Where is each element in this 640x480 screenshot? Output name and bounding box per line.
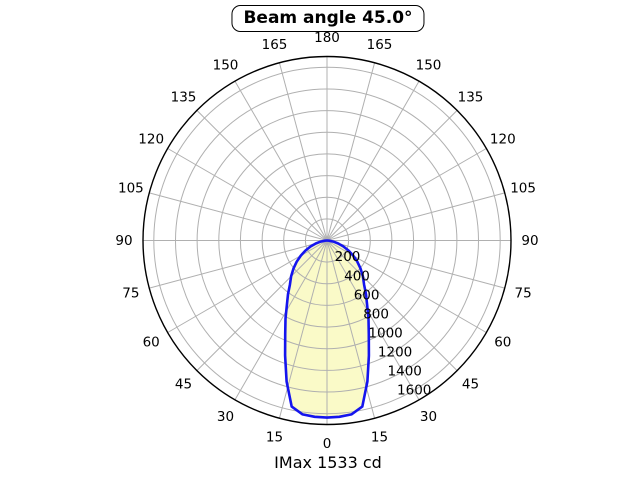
angle-tick-label: 15 (371, 429, 388, 445)
radial-tick-label: 1400 (388, 364, 422, 380)
grid-spoke (149, 240, 328, 289)
angle-tick-label: 105 (510, 181, 536, 197)
grid-spoke (326, 62, 376, 241)
chart-title-text: Beam angle 45.0° (243, 8, 413, 28)
grid-spoke (196, 110, 328, 241)
grid-spoke (326, 110, 458, 241)
angle-tick-label: 180 (314, 30, 340, 46)
grid-spoke (326, 80, 420, 241)
angle-tick-label: 165 (262, 37, 288, 53)
angle-tick-label: 75 (122, 286, 139, 302)
grid-ring (175, 88, 479, 393)
radial-tick-label: 400 (344, 268, 370, 284)
grid-spoke (326, 192, 505, 241)
grid-spoke (326, 148, 487, 241)
angle-tick-label: 30 (217, 409, 234, 425)
grid-spoke (278, 62, 328, 241)
radial-tick-labels: 200 400 600 800 1000 1200 1400 1600 (335, 249, 432, 398)
angle-tick-label: 60 (494, 335, 511, 351)
grid-ring (196, 110, 458, 371)
chart-title: Beam angle 45.0° (231, 5, 425, 32)
grid-spoke (149, 192, 328, 241)
radial-tick-label: 1600 (397, 383, 431, 399)
angle-tick-label: 165 (367, 37, 393, 53)
grid-ring (153, 66, 501, 415)
grid-spoke (326, 240, 505, 289)
angle-tick-label: 150 (213, 57, 239, 73)
grid-ring (239, 153, 415, 328)
angle-tick-label: 105 (118, 181, 144, 197)
grid-ring (283, 196, 371, 285)
angle-tick-label: 45 (462, 377, 479, 393)
grid-spoke (196, 240, 328, 371)
angle-tick-label: 135 (458, 90, 484, 106)
grid-spoke (234, 80, 328, 241)
radial-tick-label: 600 (354, 287, 380, 303)
angle-tick-label: 90 (115, 233, 132, 249)
angle-tick-labels: 0 15 15 30 30 45 45 60 60 75 75 90 90 105 105 120 120 135… (115, 30, 538, 452)
radial-tick-label: 800 (363, 306, 389, 322)
polar-spine (142, 55, 512, 426)
grid-ring (304, 218, 350, 263)
radial-tick-label: 1000 (368, 325, 402, 341)
angle-tick-label: 15 (266, 429, 283, 445)
imax-annotation: IMax 1533 cd (274, 453, 382, 472)
grid-ring (218, 131, 436, 350)
angle-tick-label: 150 (416, 57, 442, 73)
angle-tick-label: 120 (490, 132, 516, 148)
angle-tick-label: 75 (515, 286, 532, 302)
grid-spoke (326, 240, 420, 401)
angle-tick-label: 30 (420, 409, 437, 425)
radial-tick-label: 1200 (378, 345, 412, 361)
angle-tick-label: 135 (171, 90, 197, 106)
radial-tick-label: 200 (335, 249, 361, 265)
angle-tick-label: 120 (138, 132, 164, 148)
beam-curve (283, 239, 371, 419)
angle-tick-label: 45 (175, 377, 192, 393)
grid-ring (261, 175, 393, 306)
polar-grid (143, 56, 511, 425)
grid-spoke (167, 148, 328, 241)
angle-tick-label: 90 (521, 233, 538, 249)
angle-tick-label: 60 (143, 335, 160, 351)
grid-spoke (326, 240, 458, 371)
angle-tick-label: 0 (323, 436, 332, 452)
grid-spoke (234, 240, 328, 401)
